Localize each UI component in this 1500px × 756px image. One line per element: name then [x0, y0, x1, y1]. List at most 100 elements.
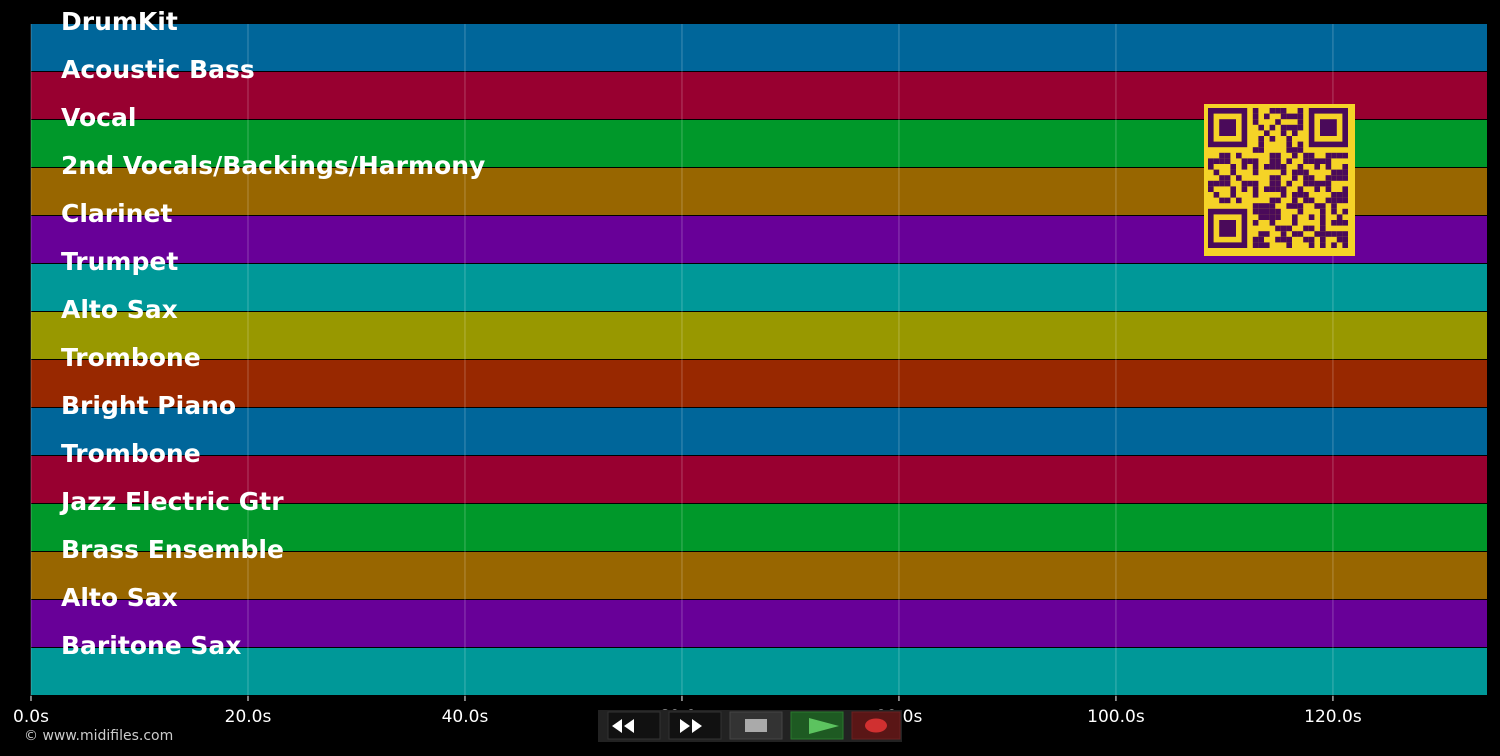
qr-module: [1275, 225, 1281, 232]
track-row: [31, 600, 1487, 647]
track-row: [31, 312, 1487, 359]
qr-module: [1269, 186, 1276, 192]
stop-button[interactable]: [729, 711, 783, 740]
track-label: Brass Ensemble: [61, 535, 284, 564]
qr-module: [1224, 180, 1231, 187]
qr-module: [1286, 136, 1292, 142]
icon: [809, 718, 839, 734]
play-button[interactable]: [790, 711, 844, 740]
qr-module: [1275, 208, 1281, 215]
qr-module: [1208, 186, 1214, 192]
qr-module: [1275, 180, 1281, 187]
qr-module: [1264, 186, 1270, 192]
qr-module: [1275, 152, 1281, 159]
track-label: Bright Piano: [61, 391, 236, 420]
track-label: Clarinet: [61, 199, 172, 228]
qr-module: [1236, 152, 1242, 159]
qr-module: [1252, 220, 1259, 226]
transport-controls: [598, 710, 902, 742]
qr-module: [1342, 236, 1348, 243]
qr-module: [1252, 203, 1259, 209]
qr-module: [1247, 180, 1253, 187]
qr-module: [1342, 197, 1348, 204]
qr-module: [1331, 242, 1337, 248]
qr-module: [1320, 203, 1326, 209]
qr-module: [1252, 119, 1259, 125]
qr-module: [1213, 169, 1220, 176]
track-label: 2nd Vocals/Backings/Harmony: [61, 151, 485, 180]
qr-module: [1342, 175, 1348, 181]
qr-module: [1230, 164, 1236, 170]
qr-module: [1241, 180, 1248, 187]
qr-module: [1252, 158, 1259, 164]
qr-module: [1213, 158, 1220, 164]
qr-module: [1286, 225, 1292, 232]
qr-module: [1275, 214, 1281, 220]
forward-button[interactable]: [668, 711, 722, 740]
qr-module: [1219, 180, 1225, 187]
qr-module: [1275, 108, 1281, 114]
qr-module: [1297, 164, 1304, 170]
qr-module: [1269, 136, 1276, 142]
qr-finder: [1320, 119, 1337, 136]
qr-module: [1297, 192, 1304, 198]
record-button[interactable]: [851, 711, 901, 740]
track-row: [31, 504, 1487, 551]
rewind-button[interactable]: [607, 711, 661, 740]
qr-module: [1280, 164, 1287, 170]
qr-module: [1292, 147, 1298, 153]
qr-module: [1331, 231, 1337, 237]
qr-module: [1247, 158, 1253, 164]
qr-module: [1241, 186, 1248, 192]
qr-module: [1280, 186, 1287, 192]
qr-module: [1292, 113, 1298, 120]
qr-module: [1325, 197, 1332, 204]
qr-module: [1264, 242, 1270, 248]
qr-module: [1252, 108, 1259, 114]
qr-module: [1320, 231, 1326, 237]
track-labels: DrumKit Acoustic Bass Vocal 2nd Vocals/Back…: [59, 7, 485, 660]
qr-module: [1292, 197, 1298, 204]
qr-module: [1336, 231, 1343, 237]
qr-module: [1269, 164, 1276, 170]
icon: [612, 719, 634, 733]
qr-module: [1252, 113, 1259, 120]
qr-module: [1342, 220, 1348, 226]
qr-module: [1286, 141, 1292, 148]
qr-module: [1331, 192, 1337, 198]
qr-module: [1297, 169, 1304, 176]
qr-module: [1219, 152, 1225, 159]
qr-module: [1258, 203, 1264, 209]
qr-module: [1264, 203, 1270, 209]
qr-module: [1336, 197, 1343, 204]
qr-module: [1280, 225, 1287, 232]
qr-module: [1342, 169, 1348, 176]
qr-module: [1275, 197, 1281, 204]
qr-module: [1269, 124, 1276, 131]
qr-module: [1336, 236, 1343, 243]
qr-module: [1308, 242, 1315, 248]
qr-module: [1275, 119, 1281, 125]
track-label: Vocal: [61, 103, 136, 132]
qr-module: [1314, 180, 1320, 187]
qr-module: [1286, 124, 1292, 131]
qr-module: [1252, 192, 1259, 198]
qr-module: [1264, 130, 1270, 136]
qr-module: [1297, 113, 1304, 120]
qr-module: [1269, 208, 1276, 215]
qr-module: [1342, 186, 1348, 192]
qr-module: [1286, 113, 1292, 120]
track-label: Trombone: [61, 343, 201, 372]
qr-module: [1264, 113, 1270, 120]
qr-module: [1320, 242, 1326, 248]
qr-module: [1292, 152, 1298, 159]
qr-module: [1230, 169, 1236, 176]
qr-module: [1297, 231, 1304, 237]
qr-module: [1258, 236, 1264, 243]
qr-module: [1241, 158, 1248, 164]
qr-module: [1219, 197, 1225, 204]
qr-module: [1224, 158, 1231, 164]
qr-module: [1224, 197, 1231, 204]
qr-module: [1264, 208, 1270, 215]
